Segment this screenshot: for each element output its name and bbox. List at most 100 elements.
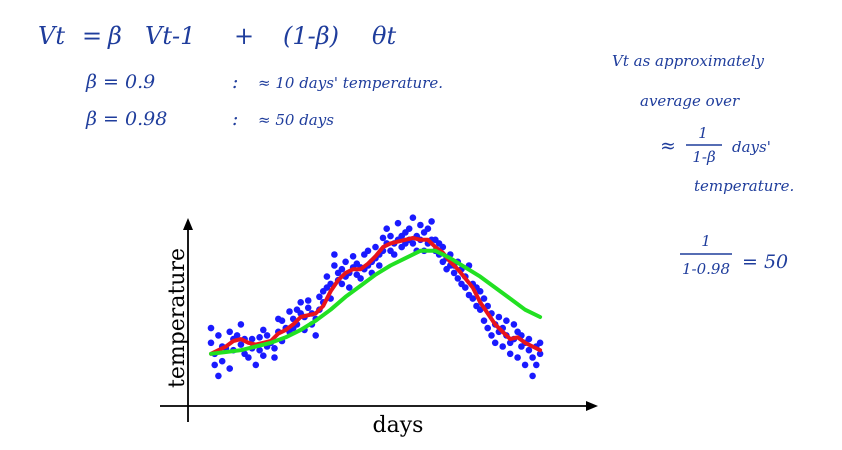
scatter-point: [488, 332, 495, 339]
beta-row-1-approx: ≈ 10 days' temperature.: [258, 74, 443, 92]
side-line-2: average over: [640, 92, 740, 110]
scatter-point: [271, 345, 278, 352]
scatter-point: [521, 361, 529, 369]
scatter-point: [233, 332, 241, 339]
x-axis-arrow: [586, 401, 598, 411]
scatter-point: [533, 361, 540, 369]
scatter-point: [331, 262, 338, 269]
scatter-point: [424, 225, 432, 232]
side-line-4: temperature.: [694, 177, 794, 195]
formula-theta: θt: [372, 22, 396, 50]
scatter-point: [304, 297, 312, 304]
scatter-point: [323, 273, 331, 280]
line-series: [209, 235, 543, 356]
formula-equals: =: [82, 22, 102, 50]
beta-row-2-approx: ≈ 50 days: [258, 111, 334, 129]
scatter-point: [476, 288, 484, 295]
scatter-point: [252, 361, 260, 369]
scatter-point: [215, 332, 222, 339]
scatter-point: [207, 324, 215, 332]
beta-row-2-sep: :: [232, 108, 238, 130]
formula-plus: +: [234, 22, 254, 50]
scatter-point: [211, 361, 218, 369]
scatter-point: [260, 326, 267, 334]
scatter-point: [357, 275, 364, 282]
scatter-point: [387, 232, 394, 240]
scatter-point: [390, 251, 398, 258]
scatter-point: [379, 234, 387, 242]
scatter-point: [383, 225, 391, 232]
formula-lhs: Vt: [38, 22, 65, 50]
scatter-point: [349, 252, 357, 260]
scatter-point: [237, 341, 245, 348]
scatter-point: [304, 304, 312, 312]
scatter-point: [405, 225, 413, 232]
scatter-point: [256, 334, 263, 341]
scatter-point: [376, 262, 383, 269]
scatter-point: [495, 313, 503, 321]
scatter-point: [260, 352, 267, 360]
scatter-point: [462, 284, 469, 291]
scatter-point: [316, 293, 323, 301]
scatter-point: [510, 321, 518, 328]
scatter-point: [286, 308, 293, 315]
beta-row-1-sep: :: [232, 71, 238, 93]
scatter-point: [529, 372, 536, 380]
scatter-point: [256, 346, 263, 354]
beta-row-2-beta: β = 0.98: [85, 108, 167, 130]
scatter-point: [271, 354, 278, 361]
green-average-line: [209, 248, 543, 356]
scatter-point: [248, 335, 256, 343]
scatter-point: [237, 321, 245, 328]
side-notes: Vt as approximately average over ≈ 1 1-β…: [612, 52, 794, 278]
scatter-point: [450, 269, 458, 277]
scatter-series: [207, 214, 544, 380]
scatter-point: [503, 317, 510, 325]
scatter-point: [331, 251, 338, 258]
beta-row-2: β = 0.98 : ≈ 50 days: [85, 108, 334, 130]
scatter-point: [469, 295, 477, 302]
y-axis-label: temperature: [165, 248, 190, 388]
scatter-point: [417, 221, 424, 229]
calc-num: 1: [701, 232, 711, 250]
scatter-point: [499, 343, 507, 350]
scatter-point: [372, 243, 379, 251]
scatter-point: [491, 339, 499, 347]
scatter-point: [342, 258, 349, 266]
side-line-1: Vt as approximately: [612, 52, 765, 70]
side-frac-num: 1: [698, 124, 708, 142]
beta-row-1-beta: β = 0.9: [85, 71, 155, 93]
y-axis-arrow: [183, 218, 193, 230]
side-days: days': [732, 138, 771, 156]
scatter-point: [297, 299, 305, 306]
scatter-point: [536, 339, 544, 347]
beta-row-1: β = 0.9 : ≈ 10 days' temperature.: [85, 71, 443, 93]
scatter-point: [207, 339, 215, 347]
scatter-point: [506, 350, 514, 358]
x-axis-label: days: [373, 413, 424, 438]
scatter-point: [218, 357, 226, 365]
scatter-point: [529, 354, 536, 361]
scatter-point: [484, 324, 492, 332]
scatter-point: [394, 219, 402, 227]
scatter-point: [480, 295, 488, 302]
scatter-point: [226, 328, 233, 336]
scatter-point: [346, 284, 353, 291]
side-frac-den: 1-β: [692, 148, 716, 166]
scatter-point: [409, 214, 417, 221]
calc-equals: = 50: [742, 251, 788, 273]
formula-line: Vt = β Vt-1 + (1-β) θt: [38, 22, 396, 50]
scatter-point: [480, 317, 488, 325]
scatter-point: [439, 243, 447, 251]
scatter-point: [278, 317, 286, 325]
scatter-point: [454, 275, 462, 282]
formula-beta: β: [107, 22, 122, 50]
scatter-point: [525, 335, 533, 343]
scatter-point: [536, 350, 544, 358]
scatter-point: [312, 332, 320, 339]
side-approx-symbol: ≈: [660, 135, 676, 157]
scatter-point: [338, 265, 346, 273]
scatter-point: [409, 240, 417, 247]
scatter-point: [245, 354, 252, 361]
